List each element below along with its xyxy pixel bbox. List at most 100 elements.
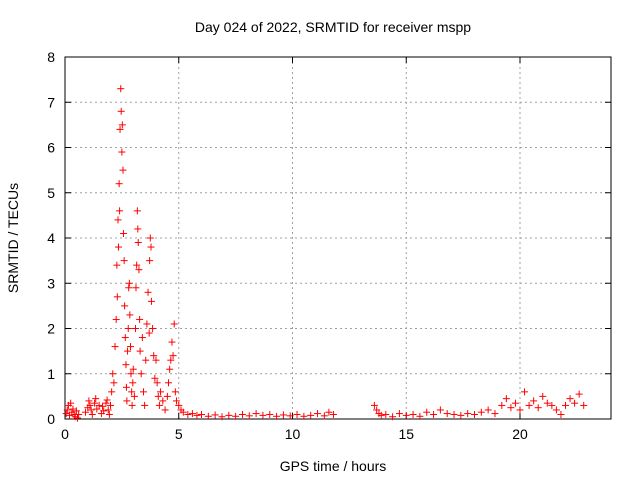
data-point: [511, 399, 519, 407]
data-point: [127, 343, 135, 351]
data-point: [133, 261, 141, 269]
data-point: [293, 410, 301, 418]
x-tick-label: 15: [398, 426, 414, 442]
data-point: [279, 411, 287, 419]
data-point: [314, 410, 322, 418]
data-point: [126, 311, 134, 319]
data-point: [218, 413, 226, 421]
data-point: [110, 379, 118, 387]
data-point: [125, 279, 133, 287]
data-point: [134, 225, 142, 233]
data-point: [145, 329, 153, 337]
chart-title: Day 024 of 2022, SRMTID for receiver msp…: [195, 19, 471, 35]
data-point: [133, 207, 141, 215]
data-point: [245, 412, 253, 420]
data-point: [122, 361, 130, 369]
data-point: [146, 234, 154, 242]
x-tick-label: 20: [512, 426, 528, 442]
data-point: [154, 392, 162, 400]
data-point: [409, 410, 417, 418]
data-point: [124, 325, 132, 332]
data-point: [143, 320, 151, 328]
y-tick-label: 7: [47, 94, 55, 110]
data-point: [95, 401, 103, 409]
data-point: [377, 411, 385, 419]
data-point: [273, 412, 281, 420]
data-point: [109, 370, 117, 378]
data-point: [103, 396, 111, 404]
data-point: [395, 410, 403, 418]
data-point: [286, 412, 294, 420]
data-point: [382, 410, 390, 418]
data-point: [72, 407, 80, 415]
data-point: [423, 408, 431, 416]
data-point: [320, 412, 328, 420]
data-point: [471, 410, 478, 418]
data-point: [136, 315, 144, 323]
y-tick-label: 5: [47, 185, 55, 201]
data-point: [165, 379, 173, 387]
data-point: [142, 356, 150, 364]
axis-ticks: 0 5 10 15 20 0 1 2 3 4 5 6 7 8: [47, 49, 611, 442]
data-point: [114, 216, 122, 224]
data-point: [307, 411, 315, 419]
data-point: [129, 379, 137, 387]
data-point: [266, 410, 274, 418]
data-point: [85, 397, 93, 405]
data-point: [562, 401, 569, 409]
data-point: [115, 180, 123, 188]
data-point: [491, 410, 499, 418]
data-point: [477, 408, 485, 416]
data-point: [204, 412, 212, 420]
data-point: [188, 410, 196, 418]
data-point: [86, 401, 94, 409]
data-point: [127, 370, 135, 378]
data-point: [225, 411, 233, 419]
data-point: [179, 408, 187, 416]
data-point: [175, 401, 183, 409]
data-point: [502, 395, 510, 403]
data-point: [155, 401, 163, 409]
data-point: [521, 388, 529, 396]
data-point: [100, 407, 108, 415]
data-point: [116, 207, 124, 215]
data-point: [170, 320, 178, 328]
data-point: [566, 395, 574, 403]
data-point: [152, 356, 160, 364]
data-point: [117, 107, 125, 115]
data-point: [252, 410, 260, 418]
data-point: [557, 410, 565, 418]
data-point: [498, 401, 506, 409]
data-point: [150, 352, 158, 360]
data-point: [144, 288, 152, 296]
data-point: [193, 411, 201, 419]
data-point: [62, 410, 70, 418]
data-point: [211, 411, 219, 419]
data-point: [136, 347, 144, 355]
data-point: [75, 410, 83, 418]
data-point: [171, 388, 179, 396]
data-point: [329, 410, 337, 418]
data-point: [163, 392, 171, 400]
data-point: [389, 413, 397, 421]
data-point: [484, 406, 492, 414]
data-point: [128, 401, 136, 409]
data-point: [571, 399, 579, 407]
data-point: [117, 85, 125, 93]
data-point: [436, 406, 444, 414]
data-points: [62, 85, 588, 422]
data-point: [125, 284, 133, 292]
data-point: [457, 411, 465, 419]
data-point: [232, 412, 240, 420]
data-point: [147, 297, 155, 305]
data-point: [464, 410, 472, 418]
data-point: [132, 325, 140, 332]
data-point: [534, 404, 542, 412]
data-point: [88, 410, 96, 418]
data-point: [129, 365, 137, 373]
data-point: [172, 397, 180, 405]
data-point: [108, 388, 116, 396]
data-point: [430, 410, 438, 418]
data-point: [111, 343, 119, 351]
